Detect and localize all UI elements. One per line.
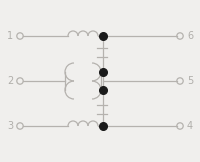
Text: 6: 6 <box>187 31 193 41</box>
Text: 5: 5 <box>187 76 193 86</box>
Text: 4: 4 <box>187 121 193 131</box>
Text: 1: 1 <box>7 31 13 41</box>
Text: 3: 3 <box>7 121 13 131</box>
Text: 2: 2 <box>7 76 13 86</box>
